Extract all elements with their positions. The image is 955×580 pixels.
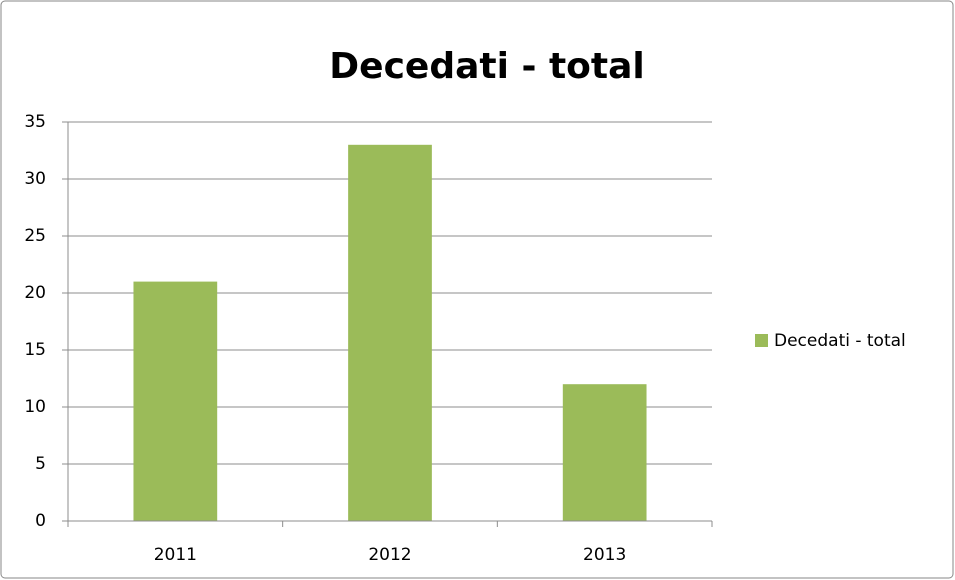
y-tick-label: 15 — [24, 340, 46, 360]
x-tick-label: 2011 — [154, 545, 197, 565]
legend-label: Decedati - total — [774, 331, 906, 351]
bar — [348, 144, 432, 522]
y-tick-label: 30 — [24, 169, 46, 189]
y-tick-label: 0 — [35, 511, 46, 531]
y-tick-label: 20 — [24, 283, 46, 303]
y-tick-label: 25 — [24, 226, 46, 246]
y-tick-label: 35 — [24, 112, 46, 132]
legend-swatch — [755, 334, 768, 347]
x-tick-label: 2013 — [583, 545, 626, 565]
bar — [133, 281, 218, 521]
y-tick-label: 10 — [24, 397, 46, 417]
x-tick-label: 2012 — [368, 545, 411, 565]
y-tick-label: 5 — [35, 454, 46, 474]
chart-title: Decedati - total — [329, 46, 644, 87]
bar — [562, 384, 647, 521]
